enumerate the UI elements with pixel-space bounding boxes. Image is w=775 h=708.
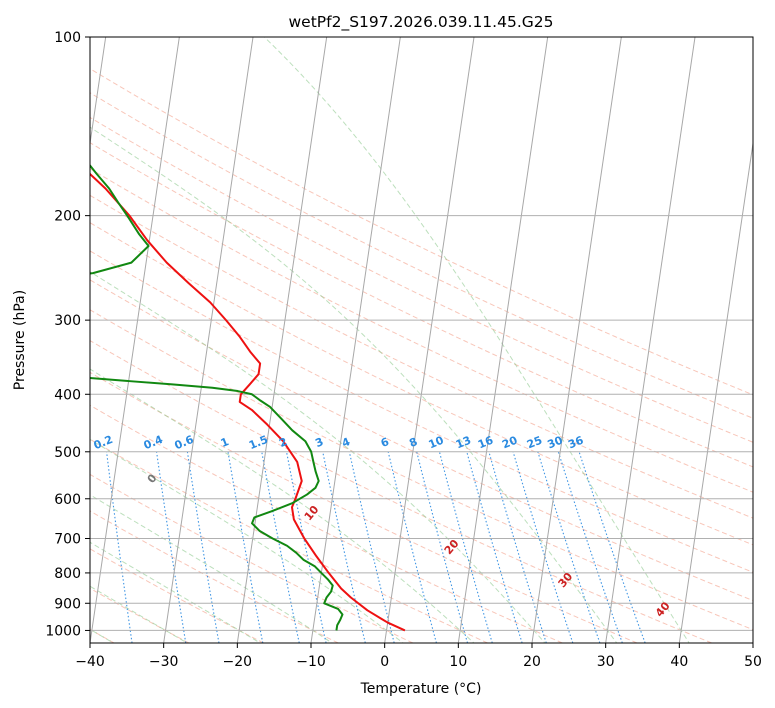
temperature-line (90, 172, 406, 632)
mixing-ratio-label: 16 (476, 434, 495, 452)
x-tick-label: −10 (296, 654, 326, 670)
dry-adiabat-line (90, 68, 753, 396)
dry-adiabat-line (90, 587, 190, 643)
mixing-ratio-line (416, 451, 469, 643)
mixing-ratio-label: 25 (525, 434, 544, 452)
mixing-ratio-line (488, 451, 547, 643)
x-tick-label: 0 (380, 654, 389, 670)
dry-adiabat-line (90, 510, 339, 643)
mixing-ratio-line (537, 451, 601, 643)
dry-adiabat-line (90, 116, 753, 443)
mixing-ratio-label: 30 (545, 434, 564, 452)
moist-adiabat-line (90, 368, 475, 643)
mixing-ratio-line (348, 451, 395, 643)
mixing-ratio-label: 3 (313, 435, 325, 450)
mixing-ratio-lines (106, 451, 646, 643)
dry-adiabat-line (90, 340, 712, 643)
x-tick-label: 20 (523, 654, 541, 670)
mixing-ratio-label: 2 (277, 435, 289, 450)
mixing-ratio-line (512, 451, 574, 643)
x-tick-label: 10 (449, 654, 467, 670)
y-tick-label: 300 (54, 313, 81, 329)
dry-adiabat-line (90, 250, 753, 573)
x-tick-label: −30 (149, 654, 179, 670)
mixing-ratio-line (578, 451, 646, 643)
isotherm-line (236, 37, 328, 643)
isotherm-line (384, 37, 475, 643)
mixing-ratio-line (557, 451, 623, 643)
y-tick-label: 200 (54, 209, 81, 225)
dry-adiabat-line (90, 92, 753, 419)
y-tick-label: 500 (54, 445, 81, 461)
x-tick-label: 30 (597, 654, 615, 670)
y-tick-label: 800 (54, 566, 81, 582)
dry-adiabat-line (90, 438, 488, 643)
y-tick-label: 900 (54, 596, 81, 612)
dry-adiabat-line (90, 279, 753, 602)
chart-title: wetPf2_S197.2026.039.11.45.G25 (289, 13, 554, 32)
mixing-ratio-label: 13 (454, 434, 473, 452)
isotherms (90, 37, 753, 643)
dry-adiabat-line (90, 473, 414, 643)
plot-area (90, 37, 753, 643)
y-axis-label: Pressure (hPa) (12, 290, 28, 390)
y-tick-label: 600 (54, 492, 81, 508)
isotherm-line (605, 37, 696, 643)
dewpoint-line (90, 163, 344, 631)
mixing-ratio-label: 20 (500, 434, 519, 452)
y-tick-label: 400 (54, 387, 81, 403)
y-tick-label: 1000 (45, 623, 81, 639)
y-tick-label: 100 (54, 30, 81, 46)
x-axis-label: Temperature (°C) (360, 681, 482, 697)
isotherm-line (531, 37, 622, 643)
isotherm-line (678, 139, 753, 643)
x-tick-label: −40 (75, 654, 105, 670)
mixing-ratio-label: 8 (407, 435, 419, 450)
isotherm-line (163, 37, 254, 643)
dry-adiabat-line (90, 142, 753, 468)
mixing-ratio-label: 1 (219, 435, 231, 450)
x-tick-label: −20 (223, 654, 253, 670)
x-tick-label: 50 (744, 654, 762, 670)
isotherm-line (457, 37, 549, 643)
x-axis: −40 −30 −20 −10 0 10 20 30 40 50 (75, 643, 762, 670)
isobars (90, 37, 753, 631)
mixing-ratio-label: 10 (427, 434, 446, 452)
mixing-ratio-line (387, 451, 437, 643)
y-tick-label: 700 (54, 532, 81, 548)
dry-adiabat-line (90, 194, 753, 519)
isotherm-line (310, 37, 401, 643)
x-tick-label: 40 (670, 654, 688, 670)
plot-frame (89, 36, 754, 644)
mixing-ratio-line (466, 451, 523, 643)
mixing-ratio-label: 36 (566, 434, 585, 452)
isotherm-line (90, 37, 180, 643)
profiles (90, 163, 406, 632)
y-axis: 1000 900 800 700 600 500 400 300 200 100 (45, 30, 90, 639)
